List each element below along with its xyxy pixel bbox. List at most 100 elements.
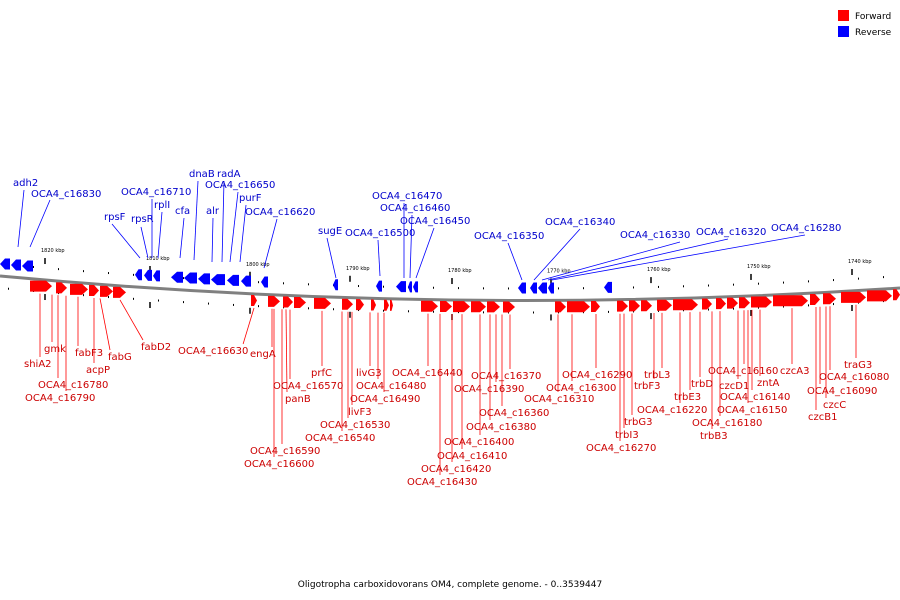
forward-gene-label: OCA4_c16600 [244,459,314,470]
forward-gene-label: trbD [691,379,713,390]
minor-tick [783,281,784,284]
minor-tick [233,303,234,306]
gene-arrow [716,298,726,310]
minor-tick [483,287,484,290]
forward-gene-label: gmk [44,344,66,355]
forward-gene-label: trbI3 [615,430,639,441]
gene-arrow [702,298,712,310]
gene-arrow [413,281,418,293]
gene-arrow [629,300,640,312]
gene-arrow [113,286,126,298]
reverse-gene-label: adh2 [13,178,38,189]
legend-forward-swatch [838,10,849,21]
forward-gene-label: OCA4_c16090 [807,386,877,397]
gene-arrow [617,300,628,312]
gene-arrow [227,274,239,286]
gene-arrow [342,298,353,310]
gene-arrow [0,258,10,270]
minor-tick [83,270,84,273]
minor-tick [558,311,559,314]
label-leader [415,227,435,279]
label-leader [242,307,255,345]
minor-tick [58,268,59,271]
label-leader [551,234,806,281]
scale-tick-label: 1780 kbp [448,268,472,274]
gene-arrow [604,281,612,293]
minor-tick [108,272,109,275]
gene-arrow [440,300,452,312]
gene-arrow [171,271,183,283]
forward-gene-label: OCA4_c16430 [407,477,477,488]
minor-tick [733,307,734,310]
minor-tick [783,305,784,308]
reverse-gene-label: OCA4_c16340 [545,217,615,228]
minor-tick [208,302,209,305]
gene-arrow [867,290,892,302]
forward-gene-label: OCA4_c16290 [562,370,632,381]
forward-gene-label: OCA4_c16360 [479,408,549,419]
label-leader [533,228,581,281]
forward-gene-label: czcD1 [719,381,749,392]
label-leader [326,237,337,279]
gene-arrow [751,296,772,308]
forward-gene-label: OCA4_c16590 [250,446,320,457]
label-leader [119,299,144,341]
reverse-gene-label: alr [206,206,220,217]
gene-arrow [135,269,142,281]
gene-arrow [268,295,280,307]
label-leader [111,223,141,259]
scale-tick-label: 1810 kbp [146,256,170,262]
minor-tick [833,279,834,282]
gene-arrow [333,279,338,291]
minor-tick [183,301,184,304]
forward-gene-label: OCA4_c16570 [273,381,343,392]
minor-tick [283,282,284,285]
reverse-gene-label: sugE [318,226,342,237]
minor-tick [833,303,834,306]
gene-arrow [673,299,698,311]
reverse-gene-label: OCA4_c16710 [121,187,191,198]
forward-gene-label: czcC [823,400,846,411]
forward-gene-label: OCA4_c16380 [466,422,536,433]
label-leader [547,238,729,281]
forward-gene-label: OCA4_c16780 [38,380,108,391]
minor-tick [458,287,459,290]
reverse-gene-label: radA [217,169,241,180]
reverse-gene-label: OCA4_c16470 [372,191,442,202]
forward-gene-label: OCA4_c16630 [178,346,248,357]
minor-tick [633,286,634,289]
forward-gene-label: OCA4_c16220 [637,405,707,416]
gene-arrow [294,297,306,308]
forward-gene-label: trbE3 [674,392,701,403]
gene-arrow [893,289,900,301]
scale-tick-label: 1750 kbp [747,264,771,270]
forward-gene-label: engA [250,349,276,360]
scale-tick-label: 1800 kbp [246,262,270,268]
minor-tick [108,296,109,299]
minor-tick [408,310,409,313]
reverse-gene-label: OCA4_c16330 [620,230,690,241]
reverse-strand-genes [0,258,612,294]
forward-gene-label: trbG3 [624,417,653,428]
genome-backbone [0,274,900,302]
minor-tick [83,294,84,297]
scale-tick-label: 1760 kbp [647,267,671,273]
forward-gene-label: OCA4_c16160 [708,366,778,377]
minor-tick [733,283,734,286]
gene-arrow [823,293,836,305]
minor-tick [758,306,759,309]
gene-arrow [100,285,113,297]
gene-arrow [283,296,293,308]
gene-arrow [503,301,515,313]
gene-arrow [518,282,526,294]
gene-arrow [641,300,652,312]
forward-gene-label: fabG [108,352,132,363]
forward-gene-label: trbB3 [700,431,728,442]
forward-gene-label: OCA4_c16490 [350,394,420,405]
forward-gene-label: OCA4_c16530 [320,420,390,431]
forward-gene-label: OCA4_c16080 [819,372,889,383]
minor-tick [133,297,134,300]
gene-arrow [591,301,600,313]
